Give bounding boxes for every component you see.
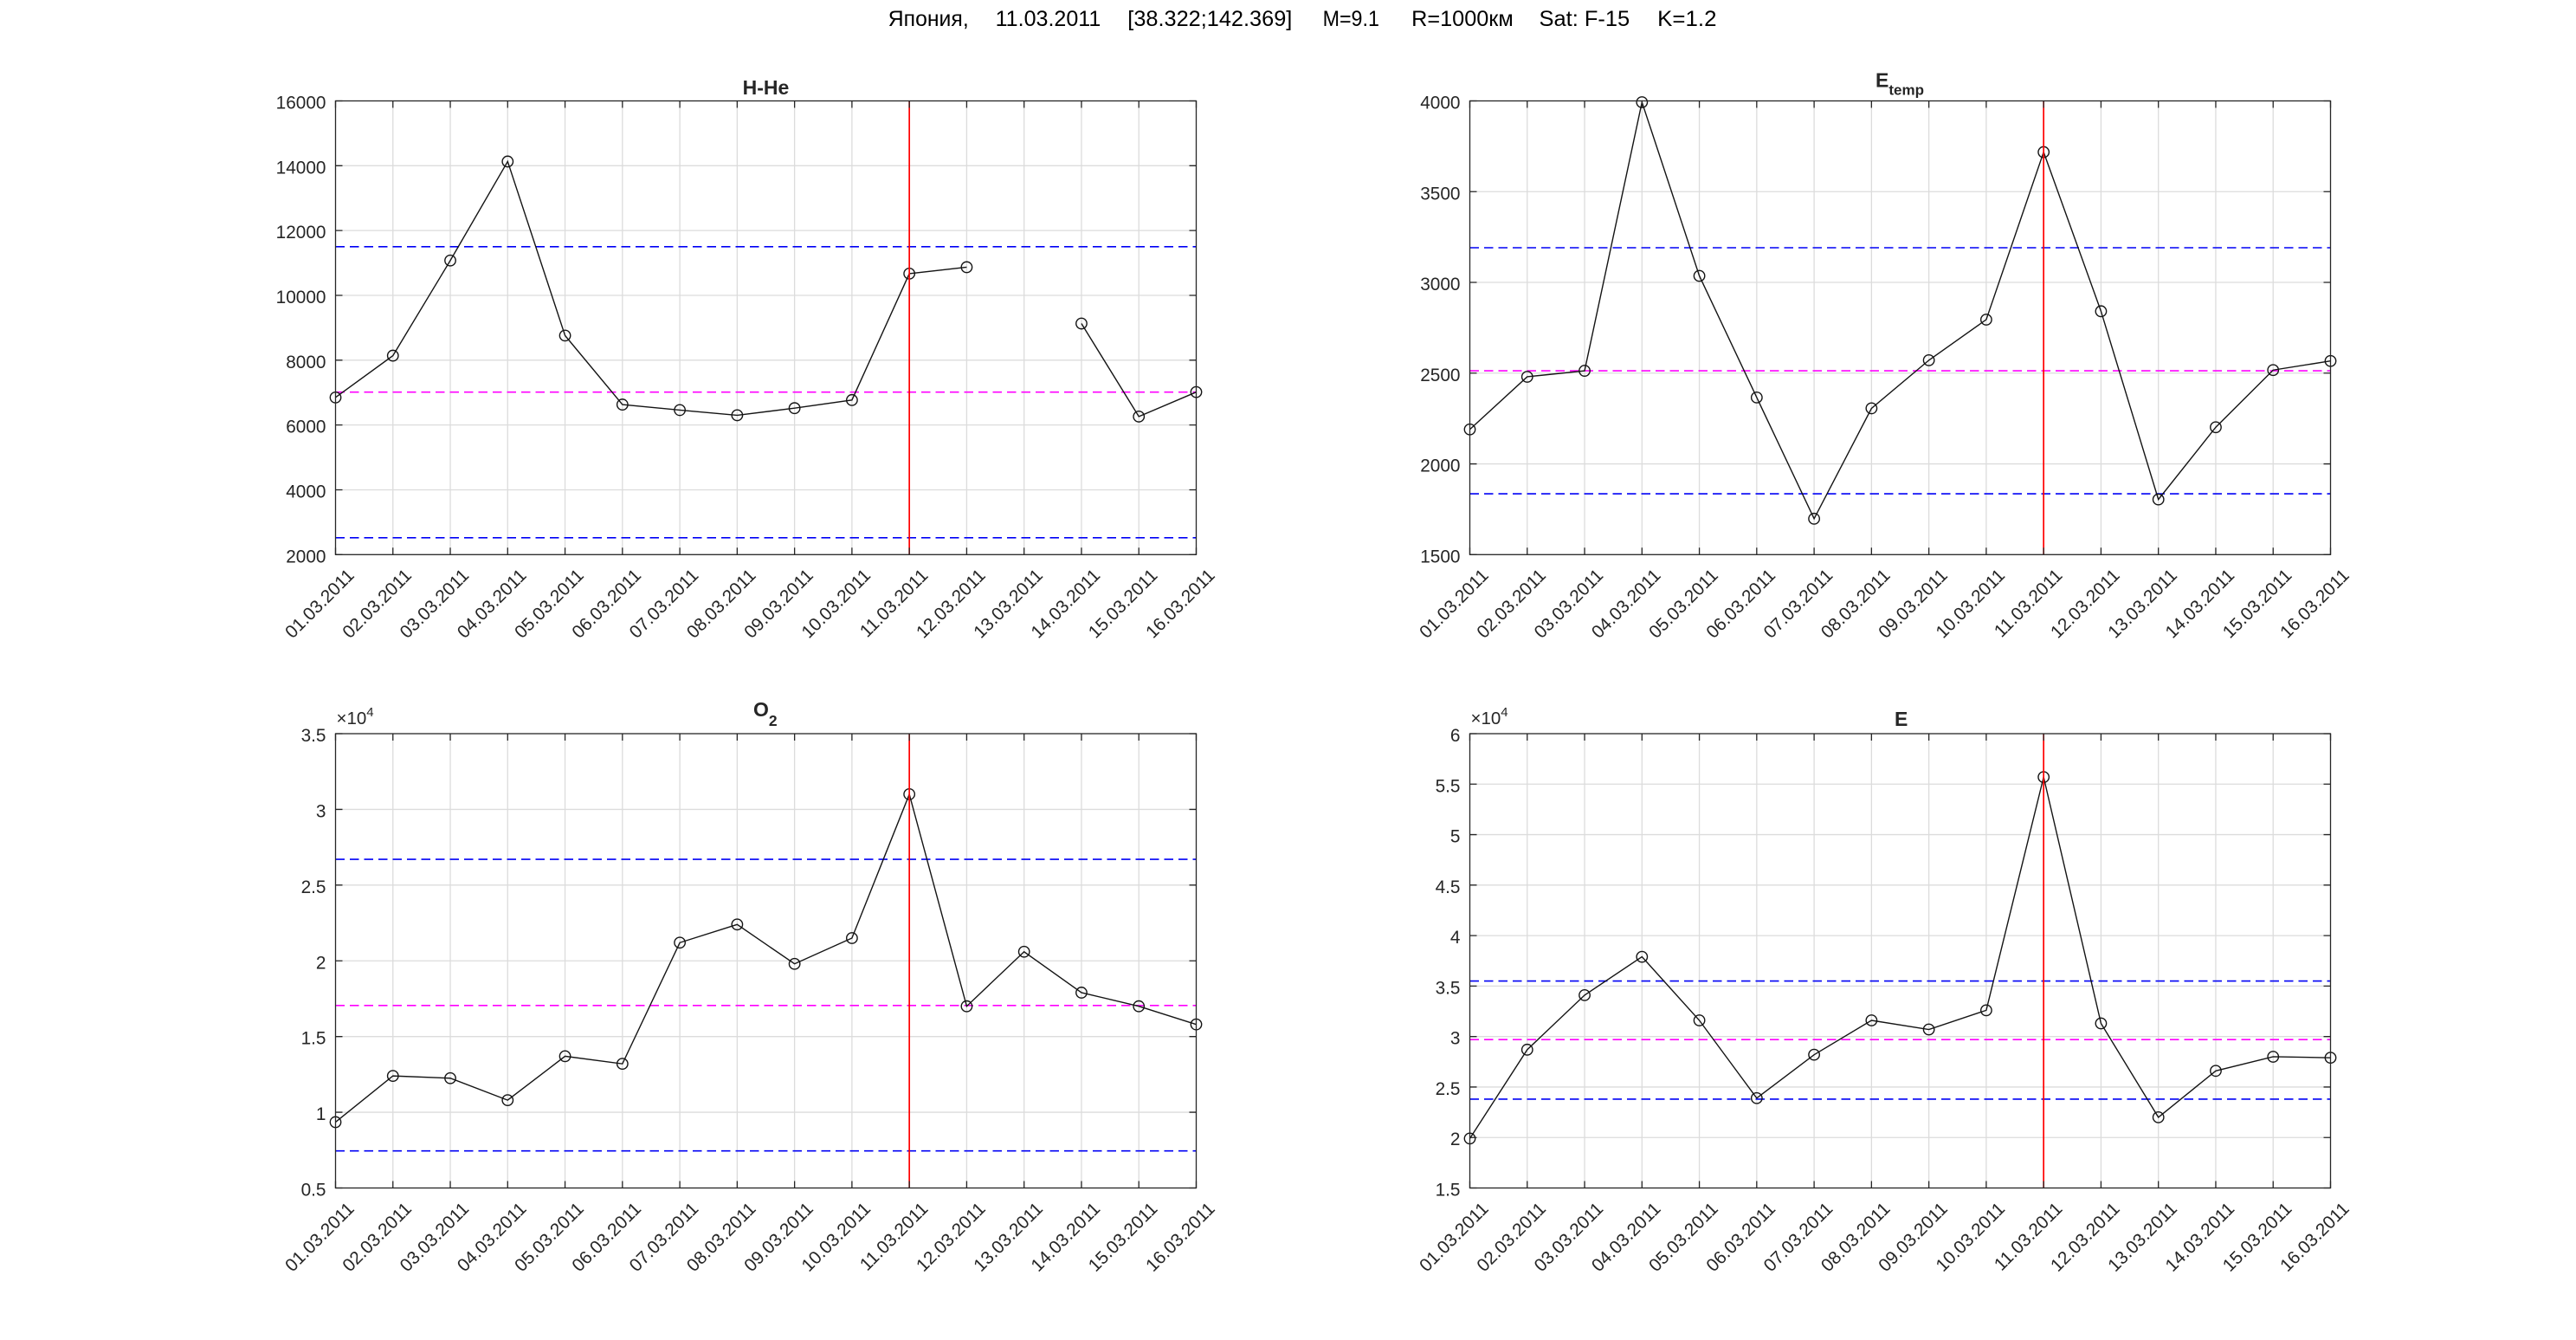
svg-text:1500: 1500 [1420, 547, 1460, 566]
svg-text:4.5: 4.5 [1436, 877, 1461, 897]
svg-text:11.03.2011: 11.03.2011 [996, 7, 1101, 31]
svg-text:0.5: 0.5 [301, 1181, 326, 1201]
svg-text:16000: 16000 [276, 94, 326, 113]
svg-text:10000: 10000 [276, 288, 326, 307]
svg-text:2000: 2000 [1420, 456, 1460, 476]
svg-text:6000: 6000 [286, 418, 326, 437]
svg-text:1.5: 1.5 [1436, 1181, 1461, 1201]
svg-text:E: E [1895, 708, 1908, 730]
svg-text:K=1.2: K=1.2 [1657, 7, 1716, 31]
svg-text:4000: 4000 [1420, 94, 1460, 113]
svg-text:5.5: 5.5 [1436, 776, 1461, 796]
svg-text:2.5: 2.5 [1436, 1079, 1461, 1099]
svg-text:6: 6 [1450, 726, 1461, 746]
svg-text:[38.322;142.369]: [38.322;142.369] [1127, 7, 1292, 31]
svg-text:Sat: F-15: Sat: F-15 [1540, 7, 1630, 31]
svg-text:3.5: 3.5 [1436, 978, 1461, 998]
svg-text:2000: 2000 [286, 547, 326, 566]
svg-text:2: 2 [316, 953, 326, 973]
svg-text:8000: 8000 [286, 353, 326, 372]
svg-text:4000: 4000 [286, 482, 326, 502]
svg-text:2.5: 2.5 [301, 877, 326, 897]
svg-text:1.5: 1.5 [301, 1029, 326, 1049]
svg-text:M=9.1: M=9.1 [1323, 7, 1379, 31]
svg-text:3500: 3500 [1420, 184, 1460, 204]
svg-text:14000: 14000 [276, 158, 326, 178]
svg-text:2500: 2500 [1420, 366, 1460, 385]
svg-text:3: 3 [316, 801, 326, 821]
svg-text:3000: 3000 [1420, 275, 1460, 295]
svg-text:H-He: H-He [743, 76, 790, 99]
svg-text:Япония,: Япония, [888, 7, 969, 31]
svg-text:3.5: 3.5 [301, 726, 326, 746]
svg-text:3: 3 [1450, 1029, 1461, 1049]
svg-text:R=1000км: R=1000км [1411, 7, 1514, 31]
svg-text:4: 4 [1450, 928, 1461, 948]
svg-text:1: 1 [316, 1104, 326, 1124]
svg-text:12000: 12000 [276, 223, 326, 243]
svg-text:5: 5 [1450, 827, 1461, 847]
svg-text:2: 2 [1450, 1130, 1461, 1149]
